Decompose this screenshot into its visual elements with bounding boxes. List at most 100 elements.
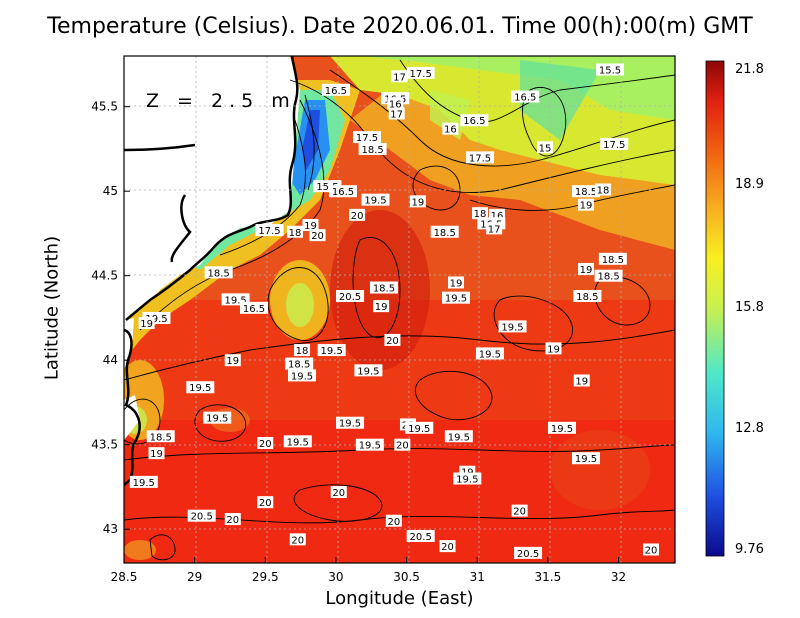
contour-label: 20.5 [336, 289, 365, 303]
contour-label-text: 18.5 [150, 432, 172, 443]
contour-label-text: 19.5 [551, 424, 573, 435]
contour-label-text: 16.5 [332, 187, 354, 198]
contour-label: 19 [448, 276, 465, 289]
contour-label-box [442, 122, 459, 135]
contour-label: 16.5 [239, 301, 268, 315]
contour-label-text: 18.5 [362, 145, 384, 156]
contour-label: 16.5 [511, 90, 540, 104]
contour-label: 20 [309, 229, 326, 242]
y-axis-label: Latitude (North) [41, 235, 63, 381]
contour-label-text: 18 [289, 228, 302, 239]
contour-label-box [148, 447, 165, 460]
x-tick-label: 30.5 [393, 570, 420, 584]
contour-label: 20 [224, 513, 241, 526]
x-tick-label: 32 [611, 570, 626, 584]
contour-label-text: 19 [150, 449, 163, 460]
contour-label-text: 18 [474, 209, 487, 220]
x-tick-label: 30 [328, 570, 343, 584]
contour-label-text: 20 [396, 441, 409, 452]
contour-label-box [573, 289, 602, 302]
contour-label: 19 [302, 219, 319, 232]
contour-label: 19 [577, 262, 594, 276]
contour-label: 20 [439, 540, 456, 553]
contour-label-box [573, 374, 590, 387]
contour-label-text: 20.5 [410, 532, 432, 543]
contour-label: 18.5 [573, 289, 602, 303]
contour-label-text: 20 [311, 231, 324, 242]
contour-label: 17 [391, 70, 408, 83]
x-tick-label: 29 [187, 570, 202, 584]
contour-label: 15.5 [596, 63, 625, 77]
contour-label-box [388, 107, 405, 120]
contour-label: 20 [289, 533, 306, 546]
y-tick-label: 43 [103, 522, 118, 536]
contour-label-box [302, 219, 319, 231]
contour-label: 16.5 [460, 114, 489, 127]
contour-label-text: 19.5 [445, 294, 467, 305]
contour-label-box [442, 291, 471, 304]
contour-label: 19.5 [453, 472, 482, 486]
contour-label: 19.5 [355, 438, 384, 452]
contour-label-text: 19.5 [357, 366, 379, 377]
contour-label-box [224, 354, 241, 367]
contour-label: 19.5 [288, 369, 317, 382]
contour-label: 17.5 [466, 151, 495, 164]
contour-label-box [547, 421, 576, 434]
contour-label: 20.5 [514, 546, 543, 560]
contour-label-box [349, 208, 366, 221]
coastline [124, 56, 299, 486]
contour-label-text: 19.5 [456, 475, 478, 486]
contour-label-text: 20.5 [191, 512, 213, 523]
contour-label: 19 [577, 198, 594, 212]
x-tick-label: 31.5 [534, 570, 561, 584]
contour-label-box [309, 229, 326, 242]
contour-label-box [514, 546, 543, 559]
contour-label-text: 18.5 [602, 255, 624, 266]
colorbar [705, 60, 725, 557]
colorbar-tick-max: 21.8 [735, 62, 764, 77]
contour-label: 18.5 [358, 142, 387, 156]
x-axis-label: Longitude (East) [325, 588, 474, 609]
contour-label-box [406, 66, 435, 79]
contour-label-box [257, 496, 274, 509]
colorbar-tick: 18.9 [735, 177, 764, 192]
contour-label-box [321, 83, 350, 96]
contour-label-text: 17.5 [410, 69, 432, 80]
contour-label-box [594, 269, 623, 282]
contour-label-box [405, 421, 434, 434]
contour-label: 19.5 [498, 320, 527, 333]
contour-label: 16.5 [328, 185, 357, 198]
contour-label-text: 16.5 [514, 93, 536, 104]
contour-label-box [330, 486, 347, 499]
x-axis-ticks: 28.5 29 29.5 30 30.5 31 31.5 32 [111, 557, 626, 584]
contour-label-text: 19.5 [145, 314, 167, 325]
contour-label-text: 17 [390, 109, 403, 120]
contour-label-text: 20 [513, 507, 526, 518]
contour-label-box [596, 63, 625, 76]
contour-label-box [511, 90, 540, 103]
contour-label-text: 18 [296, 346, 309, 357]
contour-label-box [571, 185, 600, 198]
contour-label-text: 16.5 [243, 304, 265, 315]
contour-label-text: 20.5 [339, 292, 361, 303]
contour-label-text: 18.5 [597, 272, 619, 283]
contour-label-text: 20 [645, 545, 658, 556]
contour-label-text: 18.5 [434, 228, 456, 239]
contour-label: 18.5 [571, 185, 600, 198]
y-tick-label: 43.5 [91, 438, 118, 452]
y-tick-label: 44.5 [91, 269, 118, 283]
contour-label-box [537, 141, 554, 154]
contour-label-text: 18.5 [575, 187, 597, 198]
contour-label-text: 19.5 [206, 414, 228, 425]
contour-label: 19.5 [442, 291, 471, 305]
contour-label-box [361, 193, 390, 206]
contour-label-box [289, 533, 306, 546]
contour-label-text: 20 [387, 517, 400, 528]
y-tick-label: 44 [103, 353, 118, 367]
contour-label: 18 [472, 207, 489, 220]
contour-label: 17 [388, 107, 405, 120]
contour-label: 19 [573, 374, 590, 387]
contour-label-text: 20.5 [517, 549, 539, 560]
contour-label-text: 19.5 [189, 383, 211, 394]
contour-label-box [187, 509, 216, 522]
